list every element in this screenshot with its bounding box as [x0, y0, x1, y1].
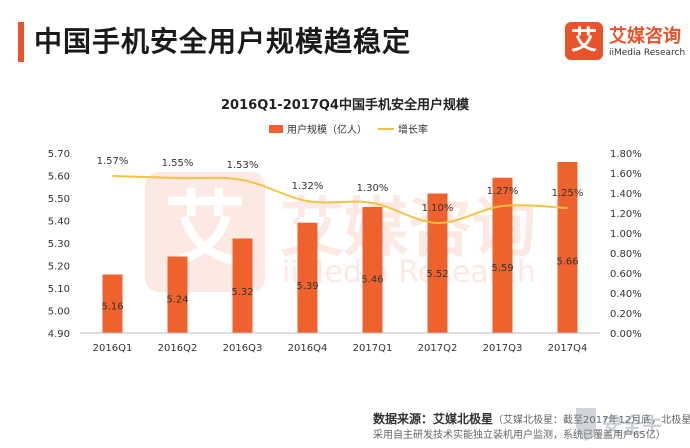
legend-label-bar: 用户规模（亿人） [287, 123, 367, 136]
line-value-label: 1.30% [357, 183, 389, 194]
line-value-label: 1.32% [292, 181, 324, 192]
x-tick-label: 2017Q4 [548, 343, 588, 354]
y-tick-left: 5.20 [48, 262, 70, 273]
bar-value-label: 5.52 [426, 269, 448, 280]
bar [102, 274, 123, 333]
growth-line-series: 1.57% 1.55% 1.53% 1.32% 1.30% 1.10% 1.27% 1.25% [97, 156, 584, 225]
x-axis: 2016Q1 2016Q2 2016Q3 2016Q4 2017Q1 2017Q2 2017… [80, 332, 600, 354]
x-tick-label: 2016Q1 [93, 343, 133, 354]
y-tick-right: 1.00% [610, 229, 642, 240]
bar-value-label: 5.16 [101, 302, 123, 313]
bar-series: 5.16 5.24 5.32 5.39 5.46 5.52 5.59 5.66 [101, 162, 579, 333]
y-tick-left: 5.50 [48, 194, 70, 205]
footer-source-note: （艾媒北极星：截至2017年12月底，北极星 [493, 415, 690, 426]
y-tick-left: 5.60 [48, 172, 70, 183]
badge-text: 安全牛 [602, 413, 662, 437]
line-value-label: 1.55% [162, 158, 194, 169]
y-tick-right: 0.00% [610, 329, 642, 340]
chart-title: 2016Q1-2017Q4中国手机安全用户规模 [221, 97, 470, 113]
y-axis-left: 4.90 5.00 5.10 5.20 5.30 5.40 5.50 5.60 5.70 [48, 149, 70, 340]
y-axis-right: 0.00% 0.20% 0.40% 0.60% 0.80% 1.00% 1.20% 1.40%… [610, 149, 642, 340]
y-tick-left: 5.10 [48, 284, 70, 295]
legend-label-line: 增长率 [398, 123, 428, 136]
y-tick-right: 0.80% [610, 249, 642, 260]
footer-note-line2: 采用自主研发技术实能独立装机用户监测，系统已覆盖用户65亿） [373, 430, 666, 441]
bar [362, 207, 383, 333]
x-tick-label: 2017Q1 [353, 343, 393, 354]
bar [297, 222, 318, 333]
x-tick-label: 2017Q2 [418, 343, 458, 354]
x-tick-label: 2016Q2 [158, 343, 198, 354]
x-tick-label: 2017Q3 [483, 343, 523, 354]
y-tick-left: 5.40 [48, 217, 70, 228]
bar [167, 256, 188, 333]
x-tick-label: 2016Q4 [288, 343, 328, 354]
watermark: 艾 艾媒咨询 iiMedia Research [145, 172, 536, 292]
footer-source: 数据来源：艾媒北极星（艾媒北极星：截至2017年12月底，北极星 [373, 410, 690, 427]
y-tick-left: 5.30 [48, 239, 70, 250]
x-tick-label: 2016Q3 [223, 343, 263, 354]
bar-value-label: 5.46 [361, 275, 383, 286]
bar [492, 177, 513, 333]
y-tick-right: 0.60% [610, 269, 642, 280]
bar-value-label: 5.39 [296, 281, 318, 292]
bar-value-label: 5.32 [231, 287, 253, 298]
title-accent-bar [18, 22, 24, 62]
legend-swatch-bar [269, 125, 283, 133]
y-tick-left: 5.00 [48, 307, 70, 318]
brand-name-cn: 艾媒咨询 [609, 26, 681, 47]
brand-logo: 艾 艾媒咨询 iiMedia Research [565, 22, 685, 66]
bar [427, 193, 448, 333]
chart-legend: 用户规模（亿人） 增长率 [269, 123, 428, 136]
y-tick-left: 4.90 [48, 329, 70, 340]
y-tick-right: 1.80% [610, 149, 642, 160]
source-badge: 安全牛 [576, 408, 662, 441]
bar [232, 238, 253, 333]
brand-name-en: iiMedia Research [609, 48, 686, 58]
page-title: 中国手机安全用户规模趋稳定 [34, 25, 412, 58]
line-value-label: 1.25% [552, 188, 584, 199]
line-value-label: 1.27% [487, 186, 519, 197]
footer-source-label: 数据来源：艾媒北极星 [373, 412, 494, 426]
y-tick-right: 0.20% [610, 309, 642, 320]
y-tick-right: 0.40% [610, 289, 642, 300]
y-tick-right: 1.40% [610, 189, 642, 200]
line-value-label: 1.10% [422, 203, 454, 214]
y-tick-left: 5.70 [48, 149, 70, 160]
growth-line [112, 175, 568, 225]
y-tick-right: 1.20% [610, 209, 642, 220]
line-value-label: 1.53% [227, 160, 259, 171]
line-value-label: 1.57% [97, 156, 129, 167]
bar-value-label: 5.66 [556, 257, 578, 268]
bar-value-label: 5.59 [491, 263, 513, 274]
brand-mark-icon: 艾 [565, 22, 603, 60]
bar [557, 162, 578, 333]
y-tick-right: 1.60% [610, 169, 642, 180]
shield-icon [576, 408, 596, 441]
bar-value-label: 5.24 [166, 294, 188, 305]
